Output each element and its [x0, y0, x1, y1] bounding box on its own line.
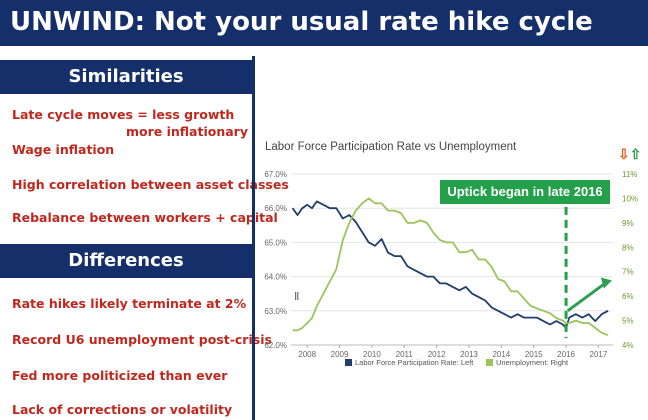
similarity-item: Wage inflation — [12, 142, 115, 157]
similarity-item: Rebalance between workers + capital — [12, 210, 278, 225]
legend-label-participation: Labor Force Participation Rate: Left — [355, 358, 474, 367]
right-tick-label: 8% — [622, 243, 634, 252]
x-tick-label: 2017 — [590, 350, 608, 359]
legend-swatch-participation — [345, 359, 352, 366]
similarities-heading: Similarities — [0, 60, 252, 94]
uptick-arrow — [566, 282, 606, 313]
similarity-item: High correlation between asset classes — [12, 177, 289, 192]
chart-grid — [291, 173, 613, 346]
right-tick-label: 9% — [622, 219, 634, 228]
chart-annotations — [564, 180, 612, 339]
participation-unemployment-chart: 67.0% 66.0% 65.0% 64.0% 63.0% 62.0% 11% 10% 9% 8… — [264, 170, 638, 367]
text-cursor-icon: Ⅱ — [294, 291, 300, 303]
similarity-item: Late cycle moves = less growth — [12, 107, 235, 122]
x-tick-label: 2012 — [428, 350, 446, 359]
x-tick-label: 2009 — [331, 350, 349, 359]
x-axis-ticks: 2008 2009 2010 2011 2012 2013 2014 2015 2016 2017 — [298, 345, 608, 359]
legend-label-unemployment: Unemployment: Right — [496, 358, 569, 367]
left-panel: Similarities Late cycle moves = less gro… — [0, 56, 289, 420]
left-tick-label: 67.0% — [264, 170, 287, 179]
slide-title: UNWIND: Not your usual rate hike cycle — [0, 0, 648, 46]
down-arrow-icon: ⇩ — [618, 146, 630, 162]
x-tick-label: 2013 — [460, 350, 478, 359]
right-tick-label: 11% — [622, 170, 637, 179]
trend-arrows-icon: ⇩⇧ — [618, 146, 641, 163]
right-axis-ticks: 11% 10% 9% 8% 7% 6% 5% 4% — [622, 170, 638, 350]
left-tick-label: 62.0% — [264, 341, 287, 350]
up-arrow-icon: ⇧ — [629, 146, 642, 162]
difference-item: Fed more politicized than ever — [12, 368, 228, 383]
left-axis-ticks: 67.0% 66.0% 65.0% 64.0% 63.0% 62.0% — [264, 170, 287, 350]
x-tick-label: 2015 — [525, 350, 543, 359]
participation-rate-line — [291, 200, 609, 329]
left-tick-label: 65.0% — [264, 238, 287, 247]
panel-divider — [252, 56, 255, 420]
difference-item: Rate hikes likely terminate at 2% — [12, 296, 247, 311]
left-tick-label: 64.0% — [264, 273, 287, 282]
uptick-callout: Uptick began in late 2016 — [440, 180, 610, 204]
right-tick-label: 4% — [622, 341, 634, 350]
right-tick-label: 6% — [622, 292, 634, 301]
chart-series — [291, 197, 609, 337]
difference-item: Lack of corrections or volatility — [12, 402, 233, 417]
chart-title: Labor Force Participation Rate vs Unempl… — [265, 141, 517, 153]
x-tick-label: 2014 — [492, 350, 510, 359]
right-tick-label: 7% — [622, 268, 634, 277]
right-tick-label: 10% — [622, 194, 638, 203]
difference-item: Record U6 unemployment post-crisis — [12, 332, 272, 347]
right-tick-label: 5% — [622, 317, 634, 326]
similarity-item: more inflationary — [126, 124, 248, 139]
differences-heading: Differences — [0, 244, 252, 278]
x-tick-label: 2008 — [298, 350, 316, 359]
legend-swatch-unemployment — [486, 359, 493, 366]
unemployment-line — [292, 197, 609, 337]
left-tick-label: 66.0% — [264, 204, 287, 213]
chart-legend: Labor Force Participation Rate: Left Unem… — [345, 358, 569, 367]
x-tick-label: 2011 — [396, 350, 414, 359]
x-tick-label: 2010 — [363, 350, 381, 359]
x-tick-label: 2016 — [557, 350, 575, 359]
uptick-arrow-head — [600, 277, 612, 289]
left-tick-label: 63.0% — [264, 307, 287, 316]
